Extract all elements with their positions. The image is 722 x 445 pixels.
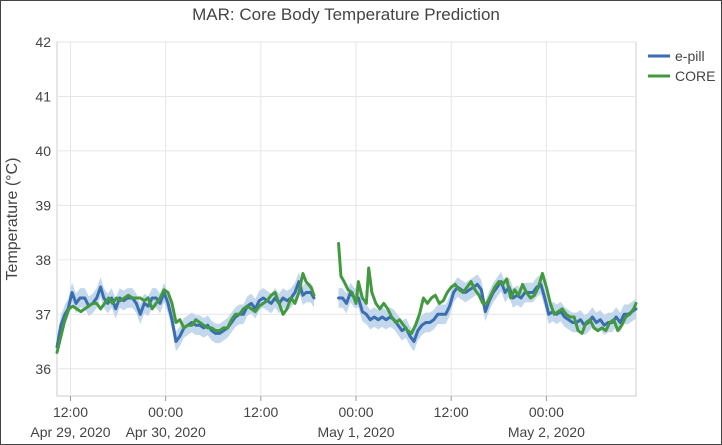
core-series-line xyxy=(337,242,638,335)
gridlines xyxy=(57,41,636,396)
y-axis-title: Temperature (°C) xyxy=(4,158,21,281)
core-series-line xyxy=(55,271,316,354)
x-tick-label: 00:00 xyxy=(148,404,183,420)
y-tick-label: 41 xyxy=(35,88,51,104)
x-tick-label: 00:00 xyxy=(529,404,564,420)
x-tick-label: 12:00 xyxy=(434,404,469,420)
y-tick-label: 36 xyxy=(35,361,51,377)
y-tick-label: 37 xyxy=(35,306,51,322)
x-tick-label: 12:00 xyxy=(243,404,278,420)
x-tick-date-label: May 2, 2020 xyxy=(508,424,585,440)
y-tick-label: 40 xyxy=(35,143,51,159)
x-tick-date-label: Apr 29, 2020 xyxy=(30,424,110,440)
y-tick-label: 39 xyxy=(35,197,51,213)
x-tick-date-label: Apr 30, 2020 xyxy=(126,424,206,440)
legend-label-core[interactable]: CORE xyxy=(675,68,715,84)
y-ticks: 36 37 38 39 40 41 42 xyxy=(35,34,51,377)
x-tick-label: 12:00 xyxy=(53,404,88,420)
e-pill-confidence-band xyxy=(57,271,314,357)
chart-title: MAR: Core Body Temperature Prediction xyxy=(192,5,500,24)
series-lines xyxy=(55,242,638,354)
plot-area xyxy=(56,41,637,397)
legend-label-e-pill[interactable]: e-pill xyxy=(675,48,705,64)
e-pill-confidence-band xyxy=(338,271,636,352)
x-ticks: 12:00 Apr 29, 2020 00:00 Apr 30, 2020 12:00 0… xyxy=(30,396,585,440)
x-tick-label: 00:00 xyxy=(338,404,373,420)
y-tick-label: 38 xyxy=(35,252,51,268)
legend[interactable]: e-pill CORE xyxy=(648,48,715,84)
y-tick-label: 42 xyxy=(35,34,51,50)
x-tick-date-label: May 1, 2020 xyxy=(317,424,394,440)
